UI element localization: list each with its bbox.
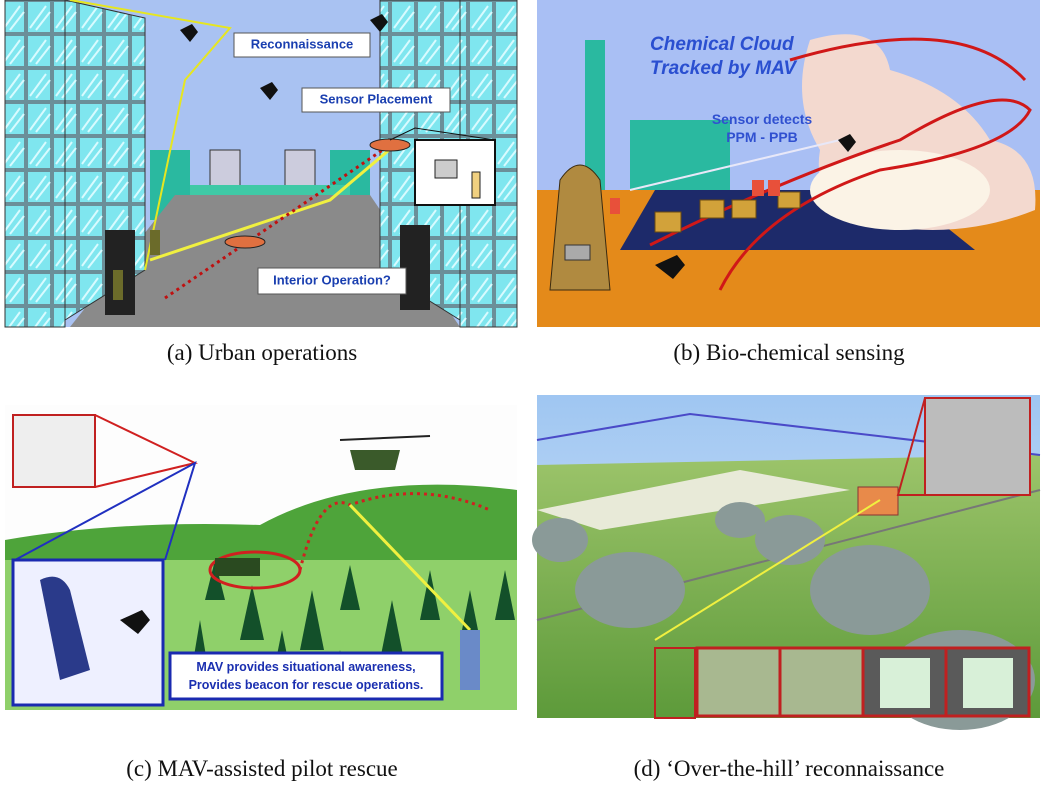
- caption: (a) Urban operations: [167, 340, 357, 365]
- caption: (d) ‘Over-the-hill’ reconnaissance: [634, 756, 945, 781]
- label: Sensor Placement: [320, 91, 433, 106]
- label: Tracked by MAV: [650, 58, 797, 79]
- panel-c: MAV provides situational awareness, Prov…: [5, 405, 517, 710]
- figure: Reconnaissance Sensor Placement Interior…: [0, 0, 1042, 792]
- caption: (b) Bio-chemical sensing: [673, 340, 905, 365]
- label: Chemical Cloud: [650, 34, 794, 55]
- label: Provides beacon for rescue operations.: [189, 678, 424, 692]
- panel-d: [532, 395, 1040, 730]
- label: MAV provides situational awareness,: [196, 660, 415, 674]
- caption: (c) MAV-assisted pilot rescue: [126, 756, 398, 781]
- panel-a: Reconnaissance Sensor Placement Interior…: [5, 0, 517, 327]
- label: PPM - PPB: [726, 129, 798, 145]
- label: Interior Operation?: [273, 272, 391, 287]
- panel-b: Chemical Cloud Tracked by MAV Sensor det…: [537, 0, 1040, 327]
- label: Sensor detects: [712, 111, 813, 127]
- label: Reconnaissance: [251, 36, 354, 51]
